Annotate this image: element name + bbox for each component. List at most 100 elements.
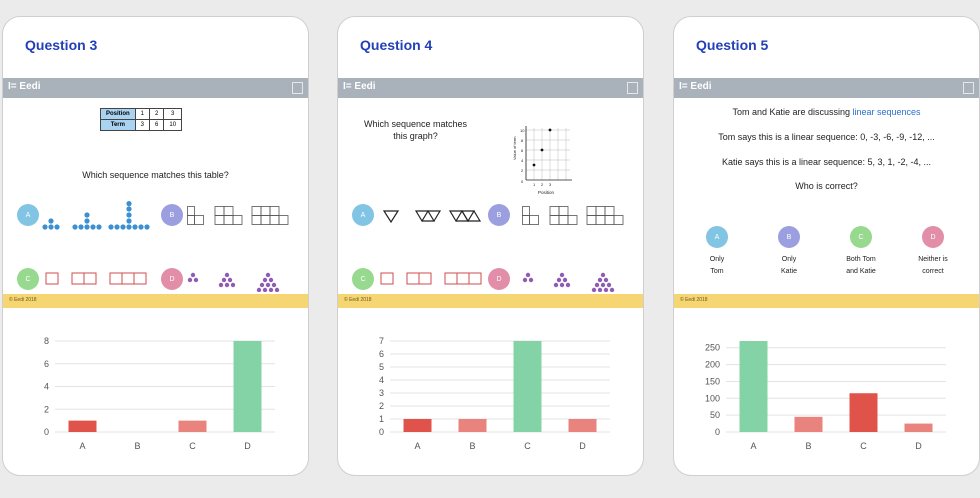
y-tick-label: 0 (379, 427, 384, 437)
y-tick-label: 200 (705, 360, 720, 370)
y-tick-label: 0 (715, 427, 720, 437)
option-d[interactable]: D (488, 268, 510, 290)
question-slide: Tom and Katie are discussing linear sequ… (674, 98, 979, 294)
option-a[interactable]: A (17, 204, 39, 226)
question-title: Question 3 (25, 37, 98, 53)
option-d[interactable]: D (161, 268, 183, 290)
x-tick-label: B (805, 441, 811, 451)
y-tick-label: 250 (705, 343, 720, 353)
answer-b-label: Only Katie (759, 254, 819, 278)
x-tick-label: C (189, 441, 196, 451)
graph-tick: 2 (541, 182, 544, 187)
option-a[interactable]: A (352, 204, 374, 226)
table-cell: 2 (149, 108, 165, 120)
graph-tick: 6 (521, 148, 524, 153)
expand-icon (627, 82, 638, 94)
y-tick-label: 4 (379, 375, 384, 385)
y-tick-label: 7 (379, 336, 384, 346)
graph-y-label: Value of term (512, 136, 517, 160)
question-card-3: Question 3 I= Eedi Position 1 2 3 Term 3 6 10 … (2, 16, 309, 476)
question-title: Question 5 (696, 37, 769, 53)
x-tick-label: D (579, 441, 586, 451)
option-d[interactable]: D (922, 226, 944, 248)
option-b[interactable]: B (488, 204, 510, 226)
x-tick-label: B (469, 441, 475, 451)
expand-icon (963, 82, 974, 94)
y-tick-label: 2 (379, 401, 384, 411)
answer-d-label: Neither is correct (903, 254, 963, 278)
bar-c (849, 393, 878, 432)
y-tick-label: 100 (705, 393, 720, 403)
expand-icon (292, 82, 303, 94)
brand-logo: I= Eedi (343, 81, 376, 92)
graph-tick: 4 (521, 158, 524, 163)
sequence-graph: Value of term Position 10 8 6 4 2 0 1 2 … (512, 126, 572, 195)
bar-b (458, 419, 487, 432)
table-cell: 6 (149, 119, 165, 131)
answer-line: Katie (781, 268, 797, 275)
option-b[interactable]: B (778, 226, 800, 248)
question-slide: Which sequence matches this graph? Value… (338, 98, 643, 294)
answer-line: Only (709, 256, 725, 263)
bar-b (794, 416, 823, 432)
linear-sequences-link[interactable]: linear sequences (852, 107, 921, 117)
table-cell: 3 (163, 108, 183, 120)
question-text: Who is correct? (795, 181, 858, 191)
y-tick-label: 8 (44, 336, 49, 346)
question-text-line1: Which sequence matches (363, 119, 468, 129)
x-tick-label: C (524, 441, 531, 451)
y-tick-label: 150 (705, 376, 720, 386)
slide-header: I= Eedi (674, 78, 979, 98)
answer-line: Both Tom (846, 256, 876, 263)
slide-footer: © Eedi 2018 (338, 294, 643, 308)
x-tick-label: D (244, 441, 251, 451)
squares-pattern-b (522, 206, 624, 225)
slide-footer: © Eedi 2018 (3, 294, 308, 308)
intro-text: Tom and Katie are discussing linear sequ… (674, 107, 979, 117)
graph-tick: 10 (520, 128, 525, 133)
option-c[interactable]: C (352, 268, 374, 290)
katie-statement: Katie says this is a linear sequence: 5,… (721, 157, 932, 167)
question-title: Question 4 (360, 37, 433, 53)
triangles-pattern-a (382, 210, 482, 223)
intro-prefix: Tom and Katie are discussing (732, 107, 853, 117)
slide-footer: © Eedi 2018 (674, 294, 979, 308)
table-cell: 3 (134, 119, 151, 131)
triangle-dots-pattern-d (522, 272, 615, 292)
option-b[interactable]: B (161, 204, 183, 226)
x-tick-label: A (79, 441, 85, 451)
position-term-table: Position 1 2 3 Term 3 6 10 (100, 108, 183, 131)
question-text-line2: this graph? (393, 131, 438, 141)
slide-header: I= Eedi (3, 78, 308, 98)
option-c[interactable]: C (850, 226, 872, 248)
results-chart: 0 50 100 150 200 250 A B C D (705, 341, 946, 451)
y-tick-label: 2 (44, 404, 49, 414)
squares-pattern-b (187, 206, 289, 225)
brand-logo: I= Eedi (8, 81, 41, 92)
footer-text: © Eedi 2018 (680, 297, 708, 303)
rectangles-pattern-c (380, 272, 482, 285)
graph-tick: 3 (549, 182, 552, 187)
y-tick-label: 6 (44, 359, 49, 369)
y-tick-label: 4 (44, 382, 49, 392)
x-tick-label: D (915, 441, 922, 451)
option-a[interactable]: A (706, 226, 728, 248)
graph-x-label: Position (538, 190, 555, 195)
graph-tick: 1 (533, 182, 536, 187)
answer-c-label: Both Tom and Katie (831, 254, 891, 278)
y-tick-label: 3 (379, 388, 384, 398)
bar-a (403, 419, 432, 432)
question-slide: Position 1 2 3 Term 3 6 10 Which sequence matc… (3, 98, 308, 294)
option-c[interactable]: C (17, 268, 39, 290)
bar-c (513, 341, 542, 432)
bar-c (178, 420, 207, 432)
brand-logo: I= Eedi (679, 81, 712, 92)
graph-tick: 2 (521, 168, 524, 173)
y-tick-label: 6 (379, 349, 384, 359)
answer-line: Neither is (918, 256, 948, 263)
y-tick-label: 5 (379, 362, 384, 372)
results-chart: 0 2 4 6 8 A B C D (44, 336, 275, 451)
footer-text: © Eedi 2018 (344, 297, 372, 303)
slide-header: I= Eedi (338, 78, 643, 98)
answer-line: Tom (710, 268, 724, 275)
